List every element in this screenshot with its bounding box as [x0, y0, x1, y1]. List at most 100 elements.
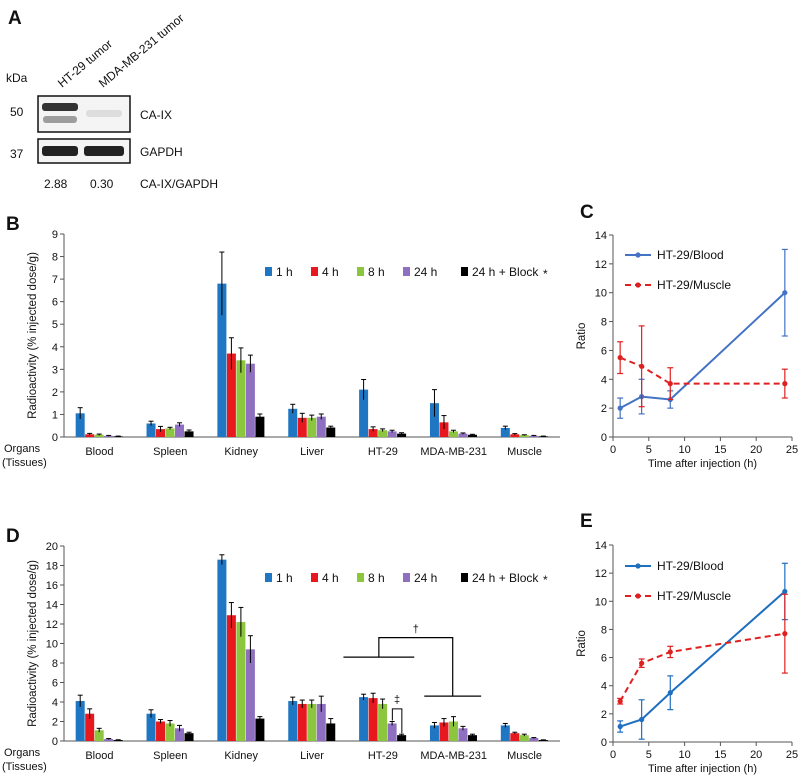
- x-tick-label: 25: [786, 749, 798, 761]
- bar-ht-29-8-h: [378, 430, 388, 437]
- panel-letter-c: C: [580, 202, 594, 223]
- x-tick-label: 15: [714, 444, 726, 456]
- bar-blood-4-h: [85, 713, 95, 741]
- x-tick-label: Liver: [300, 750, 324, 762]
- line-chart-e: E 0 2 4 6 8 10 12 14 0 5 10 15 20 25 Time after injecti…: [576, 511, 798, 775]
- legend-label: 4 h: [322, 265, 339, 279]
- ratio-mda: 0.30: [90, 177, 114, 191]
- band-gapdh-ht29: [42, 146, 78, 156]
- bar-spleen-24-h-block: [184, 431, 194, 437]
- legend-marker: [635, 282, 641, 288]
- bar-ht-29-24-h: [387, 723, 397, 741]
- bar-spleen-24-h: [175, 424, 185, 437]
- x-tick-label: Spleen: [153, 446, 187, 458]
- bar-chart-b: B 0 1 2 3 4 5 6 7 8 9 Radioactivity (% injected dos…: [2, 214, 560, 469]
- legend-swatch: [461, 573, 468, 582]
- bar-muscle-1-h: [500, 725, 510, 741]
- legend-label: 24 h + Block: [472, 571, 539, 585]
- legend-label: 1 h: [276, 571, 293, 585]
- series-line-ht-29-blood: [619, 590, 786, 728]
- y-tick-label: 10: [46, 639, 58, 651]
- legend-label: HT-29/Blood: [657, 559, 724, 573]
- x-tick-label: 0: [610, 749, 616, 761]
- y-axis-label: Ratio: [576, 630, 588, 657]
- y-tick-label: 2: [601, 403, 607, 415]
- series-line-ht-29-muscle: [619, 632, 785, 702]
- y-tick-label: 6: [52, 297, 58, 309]
- data-point: [667, 381, 673, 387]
- bar-mda-mb-231-24-h: [458, 728, 468, 741]
- x-tick-label: 15: [714, 749, 726, 761]
- legend-label: 1 h: [276, 265, 293, 279]
- y-tick-label: 4: [601, 374, 607, 386]
- bar-muscle-8-h: [519, 435, 529, 437]
- y-tick-label: 0: [52, 736, 58, 748]
- data-point: [667, 690, 673, 696]
- y-tick-label: 12: [595, 568, 607, 580]
- band-caix-ht29: [42, 103, 78, 111]
- x-tick-label: 10: [678, 444, 690, 456]
- bar-mda-mb-231-24-h-block: [467, 735, 477, 741]
- bar-spleen-8-h: [165, 428, 175, 437]
- y-tick-label: 5: [52, 319, 58, 331]
- data-point: [639, 716, 645, 723]
- bar-mda-mb-231-1-h: [429, 403, 439, 437]
- bar-spleen-24-h-block: [184, 733, 194, 741]
- y-tick-label: 20: [46, 541, 58, 553]
- x-tick-label: Kidney: [224, 446, 258, 458]
- y-tick-label: 14: [595, 230, 607, 242]
- panel-letter-a: A: [8, 8, 22, 29]
- y-tick-label: 0: [601, 737, 607, 749]
- band-label-gapdh: GAPDH: [140, 145, 183, 159]
- marker-37: 37: [10, 147, 24, 161]
- data-point: [639, 660, 645, 666]
- y-axis-label: Radioactivity (% injected dose/g): [27, 252, 39, 419]
- bar-mda-mb-231-4-h: [439, 722, 449, 741]
- bar-ht-29-1-h: [359, 697, 369, 741]
- legend-label: 24 h + Block: [472, 265, 539, 279]
- bar-blood-1-h: [75, 413, 85, 437]
- bar-muscle-4-h: [510, 434, 520, 437]
- y-tick-label: 0: [52, 432, 58, 444]
- y-tick-label: 3: [52, 364, 58, 376]
- bar-liver-4-h: [297, 417, 307, 437]
- bar-muscle-24-h: [529, 738, 539, 741]
- x-tick-label: 25: [786, 444, 798, 456]
- bar-muscle-24-h: [529, 435, 539, 437]
- bar-blood-24-h: [104, 435, 114, 437]
- bar-ht-29-24-h: [387, 431, 397, 437]
- bar-blood-4-h: [85, 434, 95, 437]
- bracket-dagger: [378, 637, 454, 697]
- y-tick-label: 4: [601, 681, 607, 693]
- bar-ht-29-24-h-block: [397, 433, 407, 437]
- legend-marker: [635, 563, 641, 569]
- bar-mda-mb-231-1-h: [429, 725, 439, 741]
- band-caix-ht29-lower: [43, 116, 77, 123]
- y-tick-label: 16: [46, 580, 58, 592]
- band-label-caix: CA-IX: [140, 108, 172, 122]
- bar-kidney-24-h: [245, 649, 255, 741]
- bar-muscle-24-h-block: [538, 740, 548, 741]
- y-tick-label: 4: [52, 342, 58, 354]
- y-tick-label: 6: [601, 653, 607, 665]
- bar-liver-24-h-block: [326, 427, 336, 437]
- y-tick-label: 0: [601, 432, 607, 444]
- bar-blood-24-h-block: [113, 740, 123, 741]
- y-tick-label: 8: [601, 624, 607, 636]
- block-asterisk: *: [543, 267, 548, 281]
- x-tick-label: HT-29: [368, 750, 398, 762]
- x-tick-label: Kidney: [224, 750, 258, 762]
- bar-mda-mb-231-8-h: [448, 721, 458, 741]
- dagger-mark: †: [413, 624, 419, 636]
- panel-letter-d: D: [6, 526, 20, 547]
- y-tick-label: 2: [601, 709, 607, 721]
- legend-swatch: [461, 267, 468, 276]
- y-tick-label: 1: [52, 409, 58, 421]
- legend-marker: [635, 252, 641, 258]
- x-tick-label: 5: [646, 444, 652, 456]
- x-tick-label: MDA-MB-231: [420, 750, 487, 762]
- bar-ht-29-4-h: [368, 429, 378, 437]
- bar-kidney-1-h: [217, 559, 227, 741]
- data-point: [639, 363, 645, 369]
- y-tick-label: 8: [601, 317, 607, 329]
